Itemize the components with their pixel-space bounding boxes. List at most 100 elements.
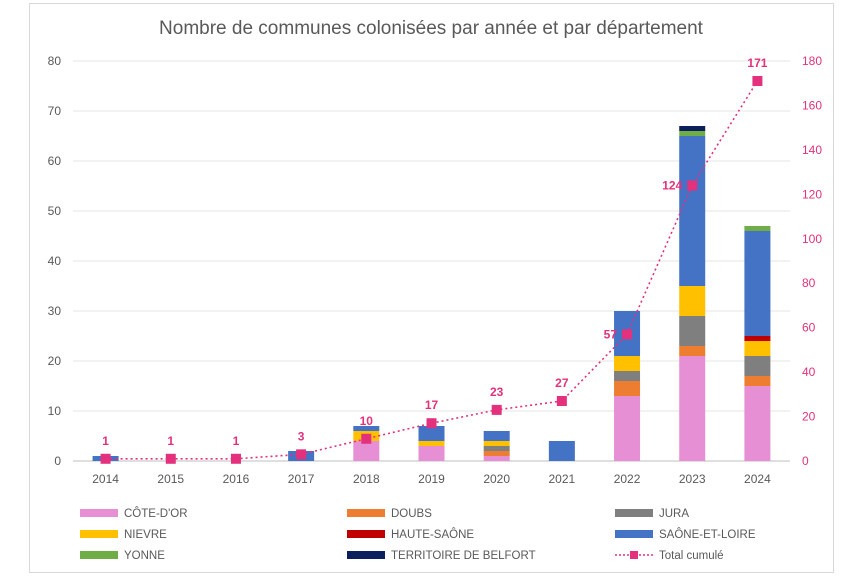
legend-swatch [80,530,118,538]
x-tick-label: 2021 [549,472,576,486]
y-tick-label: 70 [48,104,62,118]
bar-segment [679,286,706,316]
bar-segment [744,336,771,341]
bar-segment [614,356,641,371]
cumulative-marker [100,453,111,464]
x-tick-label: 2019 [418,472,445,486]
y-tick-label: 10 [48,404,62,418]
legend-label: DOUBS [391,508,432,520]
data-label: 124 [662,178,682,192]
x-tick-label: 2017 [288,472,315,486]
legend-label: CÔTE-D'OR [124,507,188,520]
y2-tick-label: 120 [802,187,822,201]
x-tick-label: 2024 [744,472,771,486]
bar-segment [548,441,575,461]
legend-label: TERRITOIRE DE BELFORT [391,550,536,562]
bar-segment [353,426,380,431]
bar-segment [418,441,445,446]
bar-segment [418,426,445,441]
legend-swatch [80,551,118,559]
bar-segment [483,451,510,456]
cumulative-marker [687,180,698,191]
data-label: 3 [298,429,305,443]
x-tick-label: 2020 [483,472,510,486]
bar-segment [679,131,706,136]
y2-tick-label: 60 [802,321,816,335]
legend-label: NIEVRE [124,529,167,541]
bar-segment [744,386,771,461]
x-tick-label: 2023 [679,472,706,486]
cumulative-line: 1 1 1 3 10 17 23 27 57 124 171 [100,56,768,464]
bar-segment [483,456,510,461]
bar-segment [418,446,445,461]
bar-segment [679,356,706,461]
legend-swatch [347,509,385,517]
y-axis-left: 0 10 20 30 40 50 60 70 80 [48,54,62,468]
bar-segment [483,446,510,451]
data-label: 23 [490,385,504,399]
data-label: 57 [604,327,618,341]
x-tick-label: 2016 [223,472,250,486]
y2-tick-label: 80 [802,276,816,290]
legend-swatch [80,509,118,517]
legend-swatch [615,509,653,517]
y2-tick-label: 160 [802,98,822,112]
bar-segment [483,431,510,441]
bar-segment [679,126,706,131]
y-tick-label: 30 [48,304,62,318]
data-label: 1 [102,434,109,448]
y2-tick-label: 40 [802,365,816,379]
cumulative-marker [556,396,567,406]
legend-label: Total cumulé [659,550,724,562]
y2-tick-label: 180 [802,54,822,68]
data-label: 1 [233,434,240,448]
data-label: 171 [747,56,767,70]
legend-label: HAUTE-SAÔNE [391,528,474,541]
bar-segment [744,341,771,356]
cumulative-marker [622,329,633,340]
x-tick-label: 2014 [92,472,119,486]
cumulative-marker [361,433,372,444]
bar-segment [614,371,641,381]
legend-swatch [615,530,653,538]
legend: CÔTE-D'OR DOUBS JURA NIEVRE HAUTE-SAÔNE SAÔNE… [80,507,756,562]
gridlines [73,60,790,462]
bar-segment [744,231,771,336]
bar-segment [614,381,641,396]
bar-segment [679,346,706,356]
y-tick-label: 40 [48,254,62,268]
bar-segment [483,441,510,446]
bar-segment [744,226,771,231]
y-tick-label: 20 [48,354,62,368]
data-label: 1 [167,434,174,448]
cumulative-marker [491,404,502,415]
bar-segment [679,136,706,286]
bar-segment [679,316,706,346]
x-tick-label: 2015 [157,472,184,486]
legend-label: SAÔNE-ET-LOIRE [659,528,756,541]
cumulative-marker [296,449,307,460]
cumulative-marker [752,76,763,86]
cumulative-marker [165,453,176,464]
y2-tick-label: 20 [802,410,816,424]
cumulative-marker [230,453,241,464]
cumulative-marker [426,418,437,429]
chart-title: Nombre de communes colonisées par année … [159,18,704,39]
legend-marker [630,551,638,559]
legend-label: YONNE [124,550,165,562]
bar-segment [744,376,771,386]
data-label: 10 [360,414,374,428]
bar-segment [353,441,380,461]
y-tick-label: 50 [48,204,62,218]
y2-tick-label: 140 [802,143,822,157]
x-tick-label: 2022 [614,472,641,486]
data-label: 27 [555,376,569,390]
bar-segment [614,396,641,461]
data-label: 17 [425,398,439,412]
bar-segment [744,356,771,376]
legend-swatch [347,530,385,538]
legend-label: JURA [659,508,689,520]
x-axis: 2014 2015 2016 2017 2018 2019 2020 2021 2022 2023… [92,472,771,486]
y2-tick-label: 0 [802,454,809,468]
